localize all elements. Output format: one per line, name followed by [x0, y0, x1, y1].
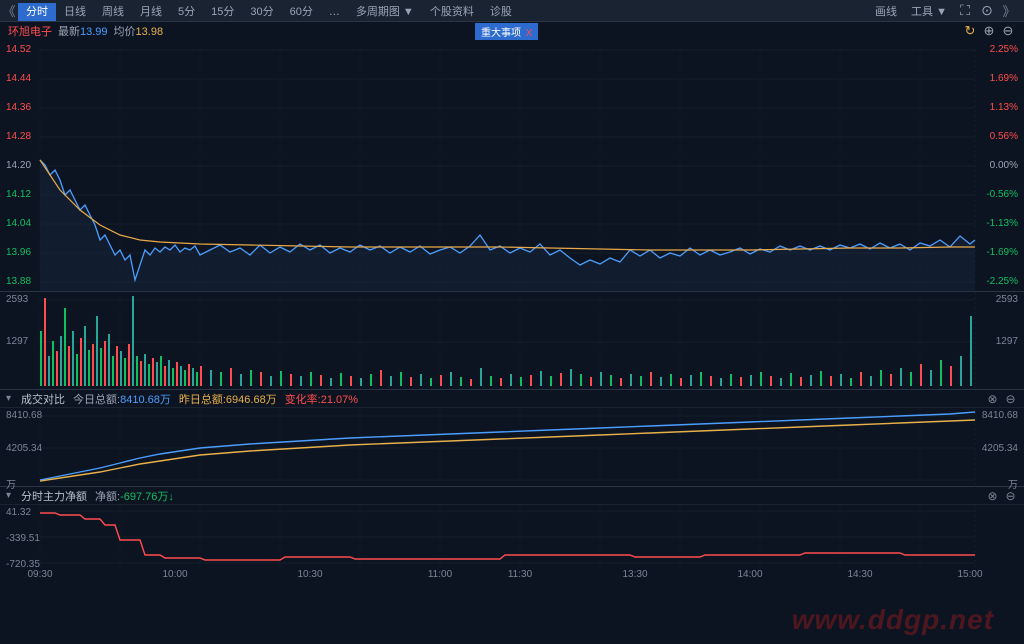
panel-settings-icon[interactable]: ⊗ — [985, 488, 1000, 503]
y-axis-label: 1.69% — [990, 73, 1018, 84]
y-axis-label: -339.51 — [6, 533, 40, 544]
compare-panel: ▾ 成交对比 今日总额:8410.68万 昨日总额:6946.68万 变化率:2… — [0, 390, 1024, 487]
remove-icon[interactable]: ⊖ — [1000, 23, 1016, 39]
x-axis-label: 11:00 — [428, 569, 452, 580]
stock-info-bar: 环旭电子 最新13.99 均价13.98 重大事项 X ↻ ⊕ ⊖ — [0, 22, 1024, 40]
timeframe-tab[interactable]: 30分 — [242, 3, 281, 21]
price-chart-panel: 14.52 14.44 14.36 14.28 14.20 14.12 14.04 13.96… — [0, 40, 1024, 292]
y-axis-label: 13.96 — [6, 247, 31, 258]
x-axis-label: 13:30 — [622, 569, 647, 580]
add-icon[interactable]: ⊕ — [981, 23, 997, 39]
y-axis-label: 1297 — [6, 336, 28, 347]
y-axis-label: -2.25% — [986, 276, 1018, 287]
yesterday-value: 6946.68万 — [226, 394, 277, 406]
y-axis-label: 1297 — [996, 336, 1018, 347]
y-axis-label: 14.28 — [6, 131, 31, 142]
y-axis-label: 0.56% — [990, 131, 1018, 142]
timeframe-tab[interactable]: 分时 — [18, 3, 56, 21]
price-chart[interactable] — [0, 40, 1024, 292]
panel-close-icon[interactable]: ⊖ — [1003, 488, 1018, 503]
timeframe-tab[interactable]: 个股资料 — [422, 3, 482, 21]
panel-close-icon[interactable]: ⊖ — [1003, 391, 1018, 406]
y-axis-label: 4205.34 — [982, 443, 1018, 454]
y-axis-label: 1.13% — [990, 102, 1018, 113]
time-axis: 09:30 10:00 10:30 11:00 11:30 13:30 14:00 14:30… — [0, 569, 1024, 585]
x-axis-label: 15:00 — [957, 569, 982, 580]
tools-button[interactable]: 工具 ▼ — [906, 3, 952, 19]
change-value: 21.07% — [321, 394, 358, 406]
timeframe-tab[interactable]: 周线 — [94, 3, 132, 21]
x-axis-label: 14:30 — [847, 569, 872, 580]
timeframe-tab[interactable]: 5分 — [170, 3, 203, 21]
more-options-icon[interactable]: ⊙ — [978, 2, 996, 20]
y-axis-label: -0.56% — [986, 189, 1018, 200]
timeframe-tab[interactable]: … — [321, 3, 348, 21]
compare-chart[interactable] — [0, 408, 1024, 486]
timeframe-tab[interactable]: 诊股 — [482, 3, 520, 21]
netflow-title: 分时主力净额 — [21, 488, 87, 504]
y-axis-label: 4205.34 — [6, 443, 42, 454]
prev-arrow-icon[interactable]: 《 — [0, 1, 18, 20]
y-axis-label: 2593 — [6, 294, 28, 305]
x-axis-label: 09:30 — [27, 569, 52, 580]
timeframe-tab[interactable]: 日线 — [56, 3, 94, 21]
volume-chart-panel: 2593 1297 2593 1297 — [0, 292, 1024, 390]
y-axis-label: 8410.68 — [982, 410, 1018, 421]
x-axis-label: 10:00 — [162, 569, 187, 580]
net-value: -697.76万 — [120, 491, 168, 503]
y-axis-label: 0.00% — [990, 160, 1018, 171]
y-axis-label: 2.25% — [990, 44, 1018, 55]
y-axis-label: 14.04 — [6, 218, 31, 229]
yesterday-label: 昨日总额: — [179, 394, 226, 406]
x-axis-label: 10:30 — [297, 569, 322, 580]
y-axis-label: -1.13% — [986, 218, 1018, 229]
y-axis-label: 14.12 — [6, 189, 31, 200]
timeframe-toolbar: 《 分时日线周线月线5分15分30分60分…多周期图 ▼个股资料诊股 画线 工具… — [0, 0, 1024, 22]
change-label: 变化率: — [285, 394, 321, 406]
today-value: 8410.68万 — [120, 394, 171, 406]
panel-settings-icon[interactable]: ⊗ — [985, 391, 1000, 406]
timeframe-tab[interactable]: 15分 — [203, 3, 242, 21]
y-axis-label: 14.52 — [6, 44, 31, 55]
y-axis-label: 2593 — [996, 294, 1018, 305]
expand-icon[interactable]: ⛶ — [956, 2, 974, 20]
chevron-down-icon[interactable]: ▾ — [6, 393, 11, 404]
y-axis-label: 8410.68 — [6, 410, 42, 421]
netflow-chart[interactable] — [0, 505, 1024, 569]
timeframe-tab[interactable]: 多周期图 ▼ — [348, 3, 422, 21]
volume-chart[interactable] — [0, 292, 1024, 390]
x-axis-label: 14:00 — [737, 569, 762, 580]
timeframe-tab[interactable]: 月线 — [132, 3, 170, 21]
y-axis-label: 14.20 — [6, 160, 31, 171]
y-axis-label: 14.36 — [6, 102, 31, 113]
watermark: www.ddgp.net — [792, 604, 994, 636]
y-axis-label: 13.88 — [6, 276, 31, 287]
y-axis-label: -1.69% — [986, 247, 1018, 258]
next-arrow-icon[interactable]: 》 — [1000, 1, 1018, 20]
netflow-panel: ▾ 分时主力净额 净额:-697.76万↓ ⊗⊖ 41.32-339.51-72… — [0, 487, 1024, 569]
compare-title: 成交对比 — [21, 391, 65, 407]
net-label: 净额: — [95, 491, 120, 503]
down-arrow-icon: ↓ — [168, 491, 174, 503]
x-axis-label: 11:30 — [508, 569, 532, 580]
avg-value: 13.98 — [136, 26, 164, 38]
refresh-icon[interactable]: ↻ — [962, 23, 978, 39]
y-axis-label: 14.44 — [6, 73, 31, 84]
chevron-down-icon[interactable]: ▾ — [6, 490, 11, 501]
y-axis-label: 41.32 — [6, 507, 31, 518]
event-badge[interactable]: 重大事项 X — [475, 23, 538, 40]
drawline-button[interactable]: 画线 — [870, 3, 902, 19]
latest-label: 最新 — [58, 26, 80, 38]
latest-value: 13.99 — [80, 26, 108, 38]
avg-label: 均价 — [114, 26, 136, 38]
stock-name: 环旭电子 — [8, 23, 52, 39]
badge-close-icon[interactable]: X — [526, 28, 533, 39]
timeframe-tab[interactable]: 60分 — [282, 3, 321, 21]
today-label: 今日总额: — [73, 394, 120, 406]
